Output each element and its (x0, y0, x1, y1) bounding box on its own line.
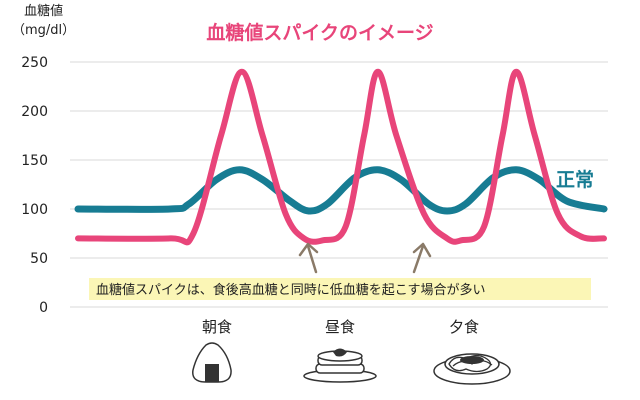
onigiri-icon (192, 342, 232, 383)
note-background (89, 278, 591, 300)
note-text: 血糖値スパイクは、食後高血糖と同時に低血糖を起こす場合が多い (96, 282, 485, 298)
pancake-icon (303, 348, 377, 383)
y-tick-label-250: 250 (21, 55, 48, 71)
y-tick-label-50: 50 (30, 251, 48, 267)
meal-label-lunch: 昼食 (325, 318, 355, 336)
y-tick-label-0: 0 (39, 300, 48, 316)
chart-title: 血糖値スパイクのイメージ (206, 22, 434, 44)
y-ticks: 0 50 100 150 200 250 (21, 55, 48, 316)
y-tick-label-200: 200 (21, 104, 48, 120)
series-layer (74, 68, 608, 246)
meal-label-breakfast: 朝食 (202, 318, 232, 336)
arrow-lunch (298, 242, 319, 274)
series-label-normal: 正常 (556, 168, 594, 191)
series-line-normal (74, 166, 608, 215)
y-axis-label: 血糖値 （mg/dl） (12, 2, 75, 40)
arrow-dinner (412, 242, 432, 274)
y-axis-label-line1: 血糖値 (24, 4, 64, 19)
series-line-spike (75, 68, 607, 246)
y-tick-label-100: 100 (21, 202, 48, 218)
meal-label-dinner: 夕食 (449, 318, 479, 336)
annotation-arrows (298, 242, 432, 274)
grid-layer (70, 61, 608, 308)
y-axis-label-line2: （mg/dl） (12, 23, 76, 38)
spaghetti-icon (433, 353, 511, 385)
y-tick-label-150: 150 (21, 153, 48, 169)
